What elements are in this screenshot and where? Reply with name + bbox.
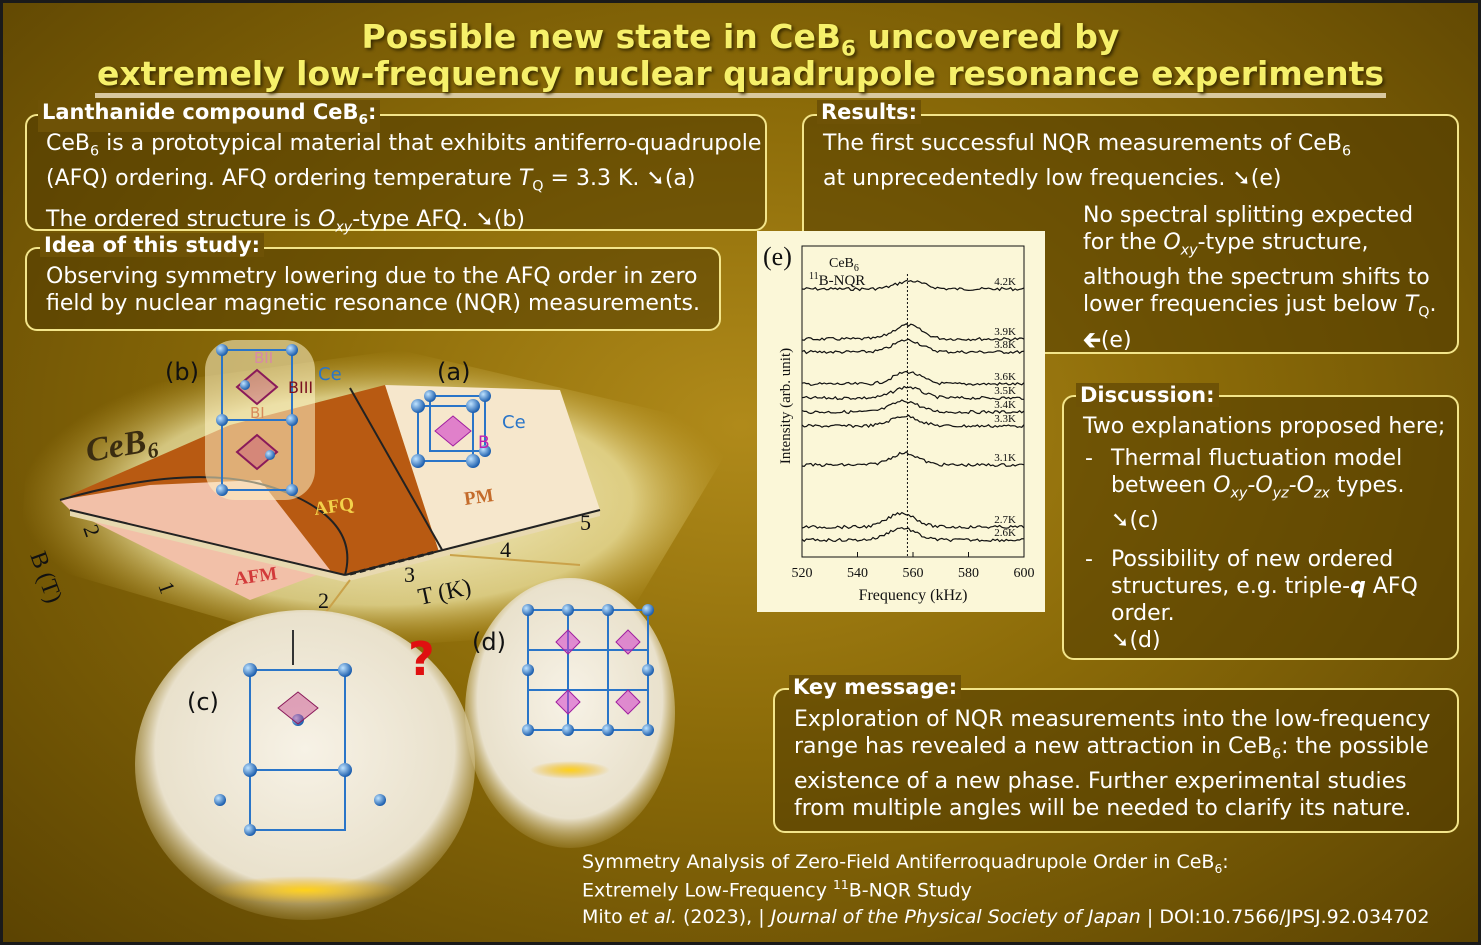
panel-a-label: (a) bbox=[437, 358, 470, 386]
panel-d-puddle bbox=[530, 761, 610, 779]
spectrum-line bbox=[801, 450, 1025, 468]
x-tick-label: 520 bbox=[792, 566, 813, 581]
spectrum-line bbox=[801, 279, 1025, 292]
idea-line-1: Observing symmetry lowering due to the A… bbox=[46, 264, 698, 289]
spectrum-line bbox=[801, 323, 1025, 342]
y-axis-label: Intensity (arb. unit) bbox=[778, 348, 794, 464]
series-label: 3.8K bbox=[994, 339, 1016, 351]
x-axis-label: Frequency (kHz) bbox=[859, 587, 968, 604]
lanthanide-box: CeB6 is a prototypical material that exh… bbox=[25, 114, 767, 235]
citation-title-2: Extremely Low-Frequency 11B-NQR Study bbox=[582, 878, 972, 902]
arrow-icon: ➘ bbox=[475, 206, 494, 232]
t-tick: 3 bbox=[404, 562, 415, 587]
x-tick-label: 560 bbox=[903, 566, 924, 581]
key-message-box: Exploration of NQR measurements into the… bbox=[773, 688, 1459, 833]
b-i-label: BI bbox=[250, 404, 265, 422]
b-axis bbox=[69, 509, 346, 576]
panel-e-label: (e) bbox=[763, 242, 792, 271]
dashed-line bbox=[349, 550, 436, 576]
b-iii-label: BIII bbox=[288, 378, 313, 397]
panel-b-label: (b) bbox=[165, 358, 199, 386]
b-label-a: B bbox=[478, 433, 490, 453]
b-ii-label: BII bbox=[254, 349, 273, 367]
discussion-header: Discussion: bbox=[1076, 383, 1219, 407]
spectrum-line bbox=[801, 414, 1025, 429]
title-line-2: extremely low-frequency nuclear quadrupo… bbox=[0, 54, 1481, 98]
lattice-c bbox=[249, 669, 346, 831]
arrow-icon: ➘ bbox=[646, 166, 665, 192]
plot-frame bbox=[801, 245, 1025, 558]
spectrum-line bbox=[801, 399, 1025, 415]
idea-header: Idea of this study: bbox=[40, 233, 265, 257]
t-tick: 4 bbox=[500, 537, 511, 562]
series-label: 2.6K bbox=[994, 527, 1016, 539]
lanthanide-text: CeB6 is a prototypical material that exh… bbox=[46, 131, 762, 236]
ce-atoms-b bbox=[216, 344, 298, 496]
ordered-structure-b bbox=[221, 349, 293, 491]
series-label: 3.1K bbox=[994, 452, 1016, 464]
panel-c-bubble bbox=[135, 610, 475, 920]
boron-octahedra-b bbox=[235, 368, 279, 471]
unit-cell-a bbox=[417, 395, 486, 462]
results-header: Results: bbox=[817, 100, 921, 124]
boron-octahedron-a bbox=[434, 415, 472, 447]
t-tick: 5 bbox=[580, 510, 591, 535]
chart-title-1: CeB6 bbox=[829, 256, 859, 274]
key-message-header: Key message: bbox=[789, 675, 962, 699]
t-axis bbox=[344, 509, 601, 576]
phase-diagram-figure: AFQ PM AFM CeB6 T (K) B (T) 2 3 4 5 1 2 … bbox=[20, 340, 740, 920]
ce-atoms-c bbox=[214, 663, 386, 836]
series-label: 3.3K bbox=[994, 413, 1016, 425]
arrow-icon: ➘ bbox=[1111, 508, 1130, 534]
boron-octahedra-d bbox=[555, 629, 641, 715]
left-arrow-icon: 🡰 bbox=[1083, 327, 1101, 353]
series-label: 3.6K bbox=[994, 371, 1016, 383]
results-note: No spectral splitting expected for the O… bbox=[1083, 203, 1437, 353]
arrow-icon: ➘ bbox=[1111, 628, 1130, 654]
ce-label-b: Ce bbox=[318, 364, 342, 385]
spectrum-line bbox=[801, 370, 1025, 387]
nqr-spectrum-chart: (e) CeB6 11B-NQR 520 540 560 580 600 4.2K 3.9K… bbox=[757, 231, 1045, 612]
title-line-1: Possible new state in CeB6 uncovered by bbox=[361, 17, 1120, 62]
idea-box: Observing symmetry lowering due to the A… bbox=[25, 247, 721, 331]
series-label: 3.9K bbox=[994, 326, 1016, 338]
panel-c-puddle bbox=[210, 876, 400, 904]
phase-pm-label: PM bbox=[463, 485, 495, 510]
spectrum-line bbox=[801, 526, 1025, 543]
citation-title-1: Symmetry Analysis of Zero-Field Antiferr… bbox=[582, 851, 1229, 876]
series-label: 4.2K bbox=[994, 276, 1016, 288]
discussion-box: Two explanations proposed here; - Therma… bbox=[1062, 395, 1459, 660]
boron-octahedron-c bbox=[277, 691, 319, 725]
x-tick-label: 540 bbox=[847, 566, 868, 581]
ce-atoms-a bbox=[411, 390, 491, 468]
ce-label-a: Ce bbox=[502, 412, 526, 433]
panel-c-label: (c) bbox=[187, 688, 219, 716]
x-tick-label: 580 bbox=[958, 566, 979, 581]
ce-atoms-d bbox=[522, 604, 654, 736]
afq-boundary bbox=[349, 387, 446, 556]
x-tick-label: 600 bbox=[1014, 566, 1035, 581]
series-label: 3.4K bbox=[994, 399, 1016, 411]
leader-line-d bbox=[449, 554, 581, 566]
series-label: 3.5K bbox=[994, 385, 1016, 397]
panel-d-label: (d) bbox=[472, 628, 506, 656]
idea-line-2: field by nuclear magnetic resonance (NQR… bbox=[46, 291, 700, 316]
series-label: 2.7K bbox=[994, 514, 1016, 526]
arrow-icon: ➘ bbox=[1232, 166, 1251, 192]
chart-title-2: 11B-NQR bbox=[809, 271, 865, 289]
spectrum-line bbox=[801, 511, 1025, 530]
lanthanide-header: Lanthanide compound CeB6: bbox=[38, 100, 381, 133]
citation-reference: Mito et al. (2023), | Journal of the Phy… bbox=[582, 906, 1430, 928]
question-mark: ? bbox=[408, 632, 435, 686]
panel-d-bubble bbox=[465, 578, 675, 848]
spectrum-line bbox=[801, 338, 1025, 355]
spectrum-line bbox=[801, 385, 1024, 401]
t-tick: 2 bbox=[318, 588, 329, 613]
